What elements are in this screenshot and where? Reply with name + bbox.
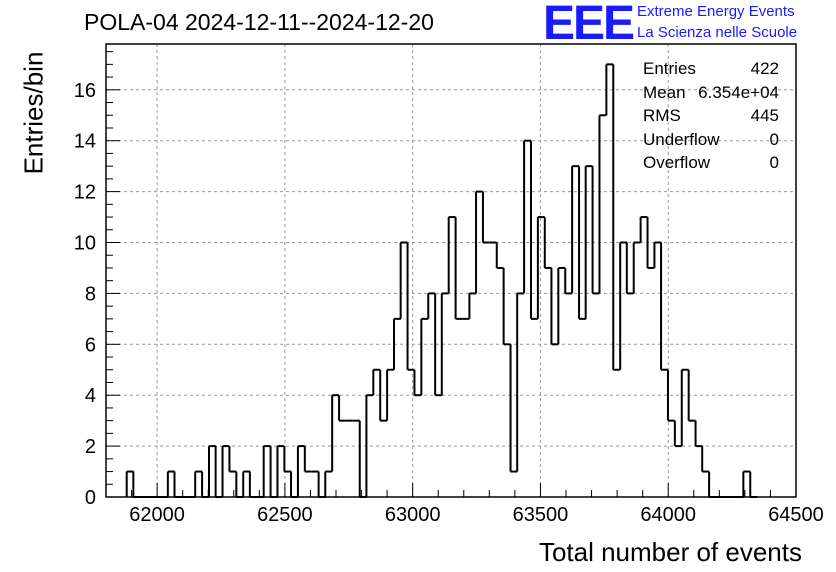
y-tick-label: 16 bbox=[74, 80, 96, 102]
stat-label: Overflow bbox=[643, 153, 711, 172]
stat-value: 422 bbox=[750, 59, 779, 78]
stat-rms: RMS 445 bbox=[643, 106, 779, 130]
x-tick-label: 62000 bbox=[129, 504, 185, 526]
stat-underflow: Underflow 0 bbox=[643, 130, 779, 154]
chart-title: POLA-04 2024-12-11--2024-12-20 bbox=[84, 9, 434, 35]
y-tick-label: 10 bbox=[74, 233, 96, 255]
stat-mean: Mean 6.354e+04 bbox=[643, 83, 779, 107]
stat-label: Underflow bbox=[643, 129, 720, 149]
x-tick-label: 62500 bbox=[257, 504, 313, 526]
stats-box: Entries 422 Mean 6.354e+04 RMS 445 Under… bbox=[643, 59, 779, 177]
y-tick-label: 8 bbox=[85, 283, 96, 305]
stat-value: 445 bbox=[750, 106, 779, 125]
y-tick-label: 0 bbox=[85, 487, 96, 509]
stat-label: RMS bbox=[643, 106, 681, 125]
eee-logo: EEE bbox=[543, 0, 635, 50]
x-tick-label: 63000 bbox=[385, 504, 441, 526]
x-tick-label: 64000 bbox=[640, 504, 696, 526]
plot-frame bbox=[105, 43, 797, 498]
stat-value: 0 bbox=[769, 153, 779, 172]
logo-subtitle-2: La Scienza nelle Scuole bbox=[637, 24, 798, 41]
y-tick-label: 6 bbox=[85, 334, 96, 356]
x-axis-label: Total number of events bbox=[538, 537, 802, 567]
stat-overflow: Overflow 0 bbox=[643, 153, 779, 177]
stat-value: 0 bbox=[769, 129, 779, 149]
stat-entries: Entries 422 bbox=[643, 59, 779, 83]
y-tick-label: 14 bbox=[74, 131, 96, 153]
y-tick-label: 2 bbox=[85, 436, 96, 458]
y-tick-label: 4 bbox=[85, 385, 96, 407]
stat-value: 6.354e+04 bbox=[698, 82, 779, 102]
stat-label: Mean bbox=[643, 82, 686, 102]
y-tick-label: 12 bbox=[74, 182, 96, 204]
stat-label: Entries bbox=[643, 59, 696, 78]
y-axis-label: Entries/bin bbox=[18, 51, 49, 175]
logo-subtitle-1: Extreme Energy Events bbox=[637, 3, 795, 20]
x-tick-label: 63500 bbox=[513, 504, 569, 526]
x-tick-label: 64500 bbox=[768, 504, 824, 526]
